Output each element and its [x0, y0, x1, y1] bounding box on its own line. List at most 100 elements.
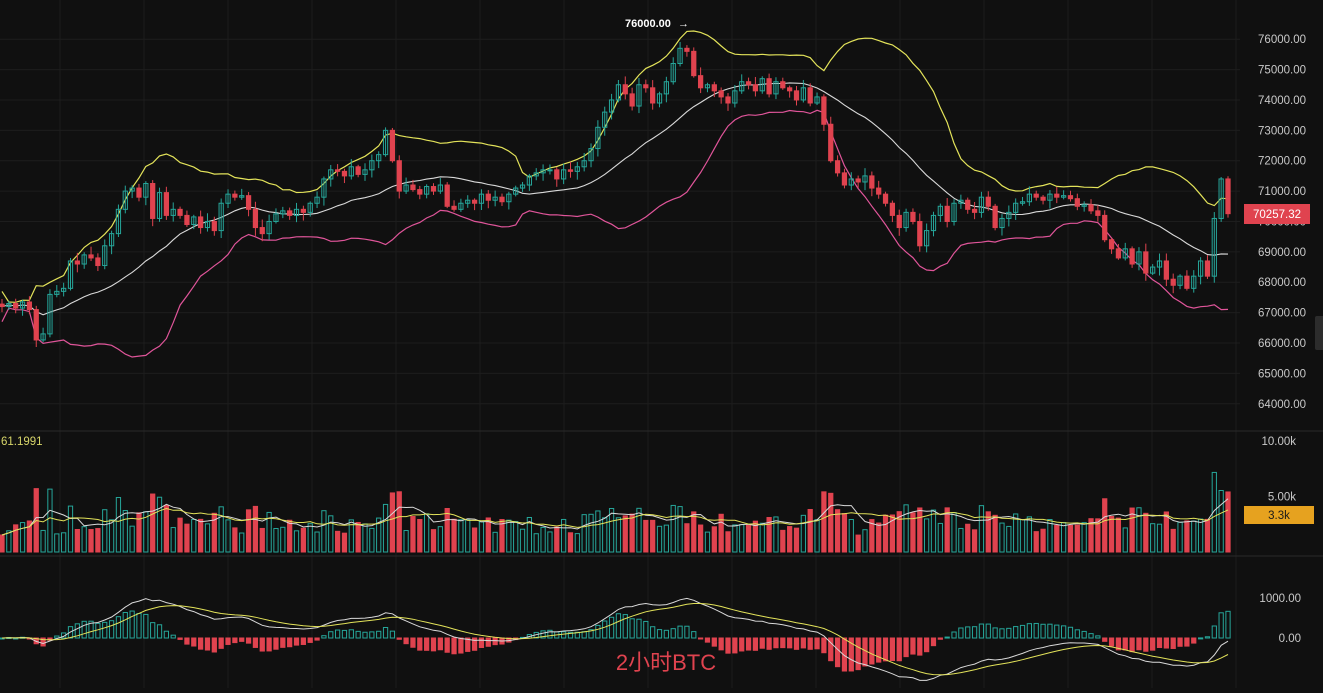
volume-bar	[533, 533, 539, 553]
volume-bar	[19, 522, 26, 553]
volume-bar	[581, 514, 587, 553]
candle-body	[424, 186, 430, 195]
candle-body	[745, 81, 752, 86]
macd-histogram-bar	[451, 637, 457, 655]
price-pane	[0, 30, 1231, 358]
volume-bar	[1074, 524, 1080, 553]
volume-bar	[198, 518, 204, 553]
volume-bar	[81, 526, 87, 553]
volume-bar	[191, 518, 197, 553]
volume-bar	[650, 519, 656, 553]
volume-bar	[766, 517, 772, 553]
candle-body	[506, 193, 512, 203]
volume-bar	[780, 529, 786, 553]
price-tick-label: 68000.00	[1258, 277, 1306, 289]
volume-bar	[150, 493, 156, 553]
macd-histogram-bar	[1218, 612, 1224, 639]
macd-histogram-bar	[1047, 623, 1053, 639]
volume-bar	[1177, 521, 1183, 553]
candle-body	[0, 303, 5, 308]
volume-bar	[1197, 518, 1204, 553]
volume-bar	[937, 522, 943, 553]
volume-bar	[608, 508, 615, 553]
candle-body	[26, 301, 33, 311]
macd-histogram-bar	[437, 637, 443, 651]
macd-histogram-bar	[848, 637, 854, 672]
macd-histogram-bar	[328, 631, 334, 639]
candle-body	[711, 84, 717, 92]
candle-body	[355, 166, 361, 175]
volume-bar	[273, 528, 279, 553]
candle-body	[232, 193, 238, 198]
candle-body	[1040, 196, 1046, 201]
macd-histogram-bar	[787, 637, 793, 649]
candle-body	[1184, 275, 1190, 289]
candle-body	[1156, 260, 1163, 268]
volume-bar	[896, 511, 902, 553]
candle-body	[13, 303, 19, 309]
volume-bar	[889, 514, 896, 553]
volume-bar	[115, 497, 122, 553]
macd-histogram-bar	[766, 637, 772, 650]
volume-bar	[554, 526, 560, 553]
candle-body	[266, 220, 272, 235]
candle-body	[1081, 204, 1087, 207]
candle-body	[1047, 193, 1053, 201]
volume-bar	[499, 519, 505, 553]
price-tick-label: 69000.00	[1258, 247, 1306, 259]
volume-bar	[677, 506, 683, 553]
pane-resize-handle[interactable]	[1315, 316, 1323, 350]
volume-bar	[807, 508, 813, 553]
volume-bar	[1204, 518, 1211, 553]
volume-bar	[293, 530, 300, 553]
volume-bar	[211, 512, 217, 553]
volume-bar	[800, 514, 806, 553]
candle-body	[150, 183, 156, 219]
macd-histogram-bar	[1177, 637, 1183, 647]
macd-dif-line	[1, 597, 1229, 681]
candle-body	[1108, 239, 1115, 250]
volume-bar	[444, 508, 450, 553]
candle-body	[992, 205, 998, 229]
candle-body	[739, 81, 745, 92]
volume-bar	[999, 522, 1005, 553]
volume-bar	[102, 509, 108, 553]
candle-body	[88, 254, 94, 259]
candle-body	[834, 160, 841, 174]
volume-bar	[848, 519, 854, 553]
candle-body	[108, 233, 115, 247]
volume-bar	[40, 529, 46, 553]
candle-body	[40, 333, 46, 341]
macd-histogram-bar	[1108, 637, 1115, 647]
candle-body	[81, 254, 87, 265]
volume-bar	[1156, 523, 1163, 553]
candle-body	[1033, 193, 1039, 198]
volume-bar	[1060, 522, 1067, 553]
volume-bar	[663, 524, 669, 553]
macd-histogram-bar	[191, 637, 197, 647]
macd-histogram-bar	[1150, 637, 1156, 651]
bollinger-bands	[1, 30, 1229, 358]
candle-body	[807, 87, 813, 104]
volume-bar	[691, 511, 697, 553]
candle-body	[752, 84, 759, 92]
macd-histogram-bar	[917, 637, 923, 656]
indicator-value: 61.1991	[1, 436, 43, 448]
candle-body	[663, 81, 669, 95]
candle-body	[156, 192, 163, 219]
volume-bar	[300, 527, 306, 553]
macd-histogram-bar	[218, 637, 224, 649]
volume-bar	[136, 512, 142, 553]
macd-histogram-bar	[650, 626, 656, 639]
candle-body	[499, 196, 505, 203]
macd-histogram-bar	[944, 636, 950, 639]
macd-histogram-bar	[937, 637, 943, 640]
macd-histogram-bar	[862, 637, 868, 667]
volume-bar	[1136, 507, 1142, 553]
volume-bar	[1081, 522, 1087, 553]
macd-histogram-bar	[341, 629, 348, 639]
macd-histogram-bar	[656, 629, 663, 639]
macd-histogram-bar	[1081, 630, 1087, 639]
